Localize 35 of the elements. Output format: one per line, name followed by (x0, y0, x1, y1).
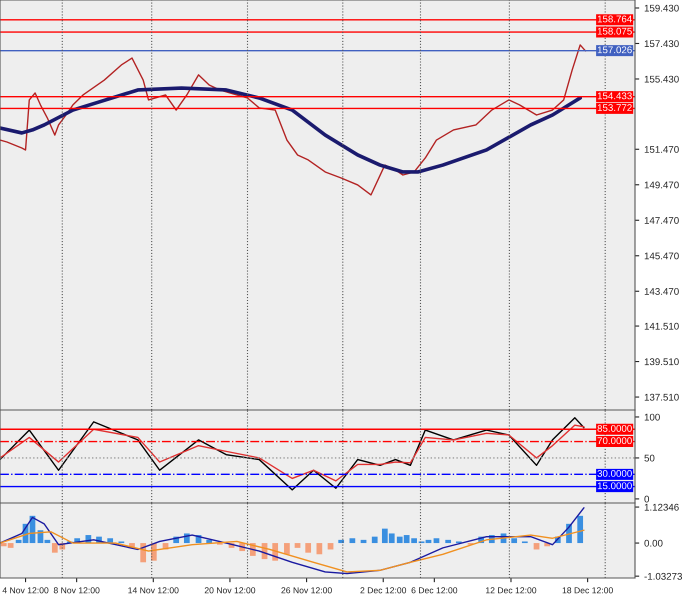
ref-line-label: 158.764 (598, 16, 632, 22)
ref-line-label: 154.433 (598, 92, 632, 100)
y-tick-label: 147.470 (644, 217, 679, 224)
x-tick-label: 18 Dec 12:00 (562, 587, 613, 594)
x-tick-label: 20 Nov 12:00 (204, 587, 256, 594)
ref-line-label: 157.026 (598, 46, 632, 54)
y-tick-label: 0 (644, 496, 650, 503)
y-tick-label: 0.00 (644, 540, 663, 547)
y-tick-label: 1.12346 (644, 504, 679, 511)
y-tick-label: 139.510 (644, 358, 679, 366)
x-tick-label: 4 Nov 12:00 (2, 587, 48, 594)
y-tick-label: 100 (644, 414, 660, 421)
y-tick-label: 149.470 (644, 182, 679, 188)
y-tick-label: 157.430 (644, 40, 679, 48)
y-tick-label: 137.510 (644, 394, 679, 401)
y-tick-label: 145.470 (644, 252, 679, 260)
y-tick-label: -1.03273 (644, 572, 682, 580)
y-tick-label: 155.430 (644, 76, 679, 83)
ref-line-label: 158.075 (598, 28, 632, 35)
ref-line-label: 30.0000 (597, 470, 632, 477)
x-tick-label: 8 Nov 12:00 (54, 587, 100, 594)
ref-line-label: 15.0000 (598, 482, 632, 490)
ref-line-label: 85.0000 (598, 424, 632, 432)
ref-line-label: 153.772 (598, 104, 632, 112)
x-tick-label: 6 Dec 12:00 (412, 587, 458, 594)
y-tick-label: 159.430 (644, 4, 679, 12)
x-tick-label: 26 Nov 12:00 (281, 587, 332, 594)
ref-line-label: 70.0000 (598, 437, 632, 444)
x-tick-label: 14 Nov 12:00 (128, 587, 179, 594)
y-tick-label: 50 (644, 454, 654, 462)
x-tick-label: 12 Dec 12:00 (486, 587, 536, 594)
y-tick-label: 143.470 (644, 288, 679, 295)
y-tick-label: 141.510 (644, 322, 679, 330)
x-tick-label: 2 Dec 12:00 (360, 587, 406, 594)
y-tick-label: 151.470 (644, 146, 679, 153)
